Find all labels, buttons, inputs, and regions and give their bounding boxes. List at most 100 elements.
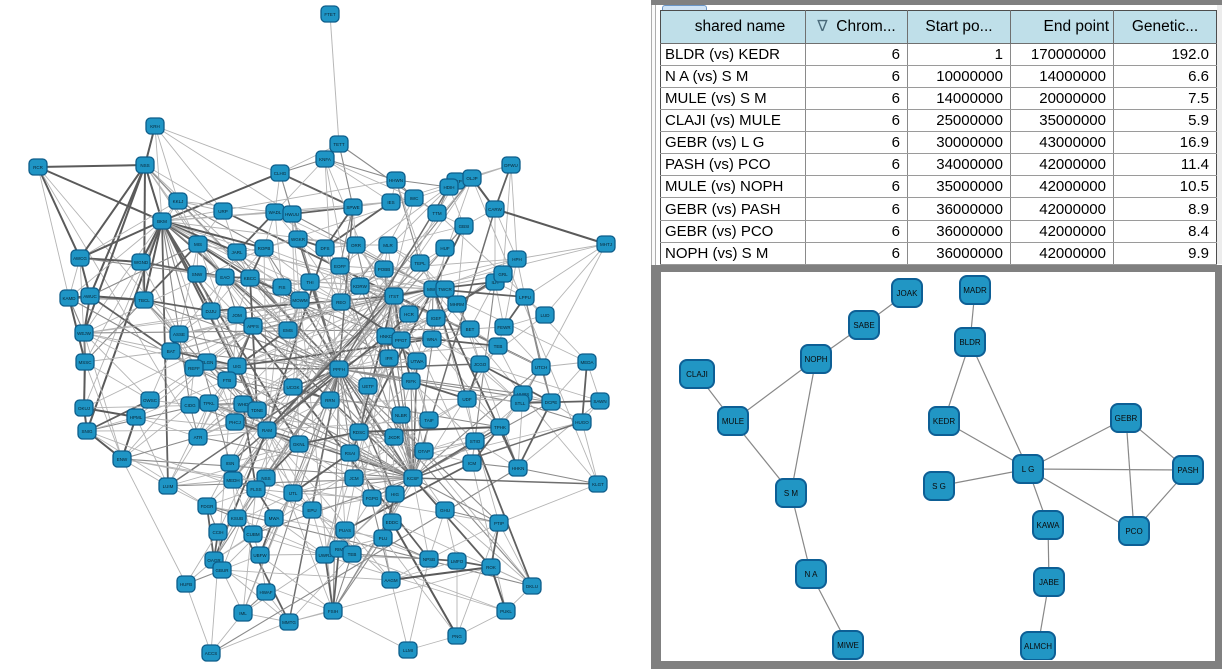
svg-text:ROPB: ROPB (258, 246, 271, 251)
svg-text:PPGT: PPGT (395, 338, 408, 343)
svg-text:ALMCH: ALMCH (1024, 642, 1052, 651)
svg-text:PCO: PCO (1125, 527, 1142, 536)
svg-text:KSUB: KSUB (231, 516, 243, 521)
svg-text:BAT: BAT (167, 349, 176, 354)
svg-text:PPFH: PPFH (333, 367, 345, 372)
svg-text:OTAP: OTAP (418, 449, 430, 454)
svg-text:CLAJI: CLAJI (686, 370, 708, 379)
svg-text:MLR: MLR (383, 243, 393, 248)
svg-text:UTCH: UTCH (535, 365, 548, 370)
svg-text:ACCS: ACCS (205, 651, 218, 656)
svg-text:CCIH: CCIH (213, 530, 224, 535)
svg-text:HHWN: HHWN (389, 178, 403, 183)
svg-text:ROK: ROK (486, 565, 496, 570)
svg-text:SPWE: SPWE (346, 205, 359, 210)
svg-text:APFS: APFS (247, 324, 259, 329)
svg-text:GEBR: GEBR (1115, 414, 1138, 423)
svg-text:UTWA: UTWA (410, 359, 423, 364)
svg-text:GKNL: GKNL (293, 442, 306, 447)
svg-text:IML: IML (239, 611, 247, 616)
svg-text:IJTL: IJTL (289, 491, 298, 496)
svg-text:UETF: UETF (362, 384, 374, 389)
svg-text:KNFA: KNFA (319, 157, 331, 162)
svg-text:CLHG: CLHG (274, 171, 287, 176)
svg-text:NLBR: NLBR (395, 413, 408, 418)
svg-text:OKUJ: OKUJ (78, 406, 90, 411)
svg-text:JARL: JARL (231, 250, 243, 255)
svg-text:HCR: HCR (404, 312, 414, 317)
svg-text:HDIH: HDIH (444, 185, 455, 190)
svg-text:MSSC: MSSC (78, 360, 92, 365)
svg-text:HPH: HPH (512, 257, 522, 262)
svg-text:HHKN: HHKN (512, 466, 525, 471)
svg-text:PHCJ: PHCJ (229, 420, 241, 425)
svg-text:EMS: EMS (283, 328, 293, 333)
svg-text:ITST: ITST (389, 294, 399, 299)
svg-text:FGPG: FGPG (366, 496, 379, 501)
svg-text:IFR: IFR (385, 356, 393, 361)
svg-text:FEWR: FEWR (497, 325, 511, 330)
svg-text:KAWA: KAWA (1037, 521, 1061, 530)
svg-text:ILH: ILH (491, 280, 498, 285)
svg-text:GRL: GRL (498, 272, 508, 277)
svg-text:NSS: NSS (140, 163, 149, 168)
svg-text:RCR: RCR (33, 165, 43, 170)
svg-text:EPU: EPU (307, 508, 316, 513)
svg-text:MEDH: MEDH (226, 478, 239, 483)
svg-text:BET: BET (466, 327, 475, 332)
svg-text:FTET: FTET (324, 12, 335, 17)
svg-text:DKLU: DKLU (526, 584, 538, 589)
svg-text:HPML: HPML (130, 415, 143, 420)
svg-text:EDDC: EDDC (386, 520, 400, 525)
svg-text:DJJU: DJJU (206, 309, 217, 314)
svg-text:NPSB: NPSB (423, 557, 435, 562)
svg-text:TPKL: TPKL (203, 401, 215, 406)
svg-text:WNA: WNA (427, 337, 438, 342)
svg-text:RIM: RIM (335, 547, 344, 552)
svg-text:PNG: PNG (452, 634, 462, 639)
svg-text:WGKR: WGKR (291, 237, 306, 242)
svg-text:JCM: JCM (349, 476, 358, 481)
svg-text:EAO: EAO (220, 275, 230, 280)
svg-text:CUBM: CUBM (246, 532, 260, 537)
svg-text:SNIG: SNIG (81, 429, 93, 434)
svg-text:UBFW: UBFW (253, 553, 267, 558)
svg-text:OWSC: OWSC (143, 398, 158, 403)
svg-text:ENW: ENW (117, 457, 128, 462)
svg-text:FLSS: FLSS (250, 487, 261, 492)
svg-text:AWUC: AWUC (83, 294, 97, 299)
svg-text:CARW: CARW (488, 207, 502, 212)
svg-text:ASSE: ASSE (173, 332, 185, 337)
svg-text:AAGM: AAGM (384, 578, 398, 583)
svg-text:REO: REO (336, 300, 346, 305)
svg-text:IWC: IWC (410, 196, 419, 201)
svg-text:HUFB: HUFB (180, 582, 192, 587)
svg-text:FTB: FTB (223, 378, 232, 383)
svg-text:RDSC: RDSC (353, 430, 367, 435)
svg-text:SABE: SABE (853, 321, 874, 330)
svg-text:PUKL: PUKL (500, 609, 512, 614)
svg-text:WEJW: WEJW (77, 331, 91, 336)
svg-text:URP: URP (218, 209, 228, 214)
svg-text:GLGN: GLGN (201, 360, 214, 365)
svg-text:ORR: ORR (351, 243, 362, 248)
svg-text:WHD: WHD (238, 402, 249, 407)
svg-text:MOWM: MOWM (292, 298, 307, 303)
svg-text:STLL: STLL (515, 401, 526, 406)
svg-text:AWCG: AWCG (73, 256, 87, 261)
svg-text:UCGK: UCGK (286, 385, 299, 390)
svg-text:NOPH: NOPH (804, 355, 827, 364)
svg-text:S G: S G (932, 482, 946, 491)
svg-text:TEB: TEB (348, 552, 357, 557)
svg-text:JKDR: JKDR (388, 435, 401, 440)
svg-text:TPHK: TPHK (494, 425, 506, 430)
svg-text:WADL: WADL (269, 210, 282, 215)
svg-text:RIFK: RIFK (406, 379, 416, 384)
svg-text:UIG: UIG (233, 364, 242, 369)
svg-text:POBB: POBB (378, 267, 391, 272)
svg-text:EOFF: EOFF (334, 264, 346, 269)
svg-text:RAM: RAM (262, 428, 272, 433)
svg-text:JCGO: JCGO (474, 362, 487, 367)
svg-text:THI: THI (306, 280, 313, 285)
svg-text:TETT: TETT (333, 142, 344, 147)
